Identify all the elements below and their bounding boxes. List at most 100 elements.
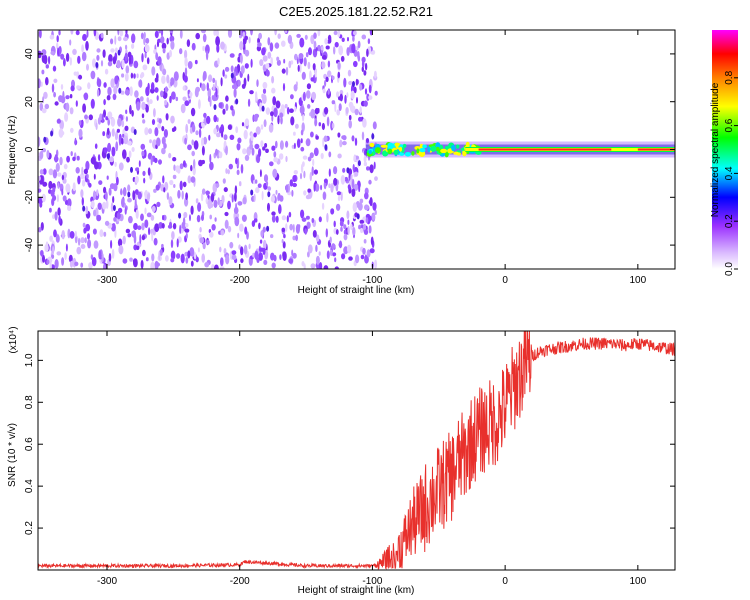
- noise-cell: [70, 85, 75, 92]
- noise-cell: [283, 234, 286, 239]
- noise-cell: [110, 78, 115, 88]
- noise-cell: [70, 30, 74, 35]
- noise-cell: [48, 55, 51, 65]
- noise-cell: [166, 74, 170, 84]
- noise-cell: [106, 175, 109, 180]
- noise-cell: [115, 47, 118, 53]
- noise-cell: [302, 161, 305, 167]
- noise-cell: [224, 219, 229, 229]
- noise-cell: [93, 240, 99, 249]
- noise-cell: [365, 138, 370, 144]
- noise-cell: [85, 40, 89, 51]
- noise-cell: [153, 108, 156, 118]
- noise-cell: [310, 108, 316, 119]
- noise-cell: [337, 132, 341, 138]
- noise-cell: [199, 237, 205, 244]
- noise-cell: [144, 44, 150, 53]
- noise-cell: [106, 127, 110, 136]
- noise-cell: [369, 248, 375, 254]
- noise-cell: [114, 228, 117, 238]
- noise-cell: [51, 214, 56, 220]
- noise-cell: [109, 156, 114, 163]
- noise-cell: [202, 242, 206, 250]
- noise-cell: [129, 104, 132, 115]
- signal-cell: [402, 143, 407, 148]
- signal-cell: [393, 149, 399, 155]
- noise-cell: [161, 125, 165, 132]
- noise-cell: [161, 75, 166, 84]
- noise-cell: [41, 49, 47, 56]
- noise-cell: [50, 51, 55, 55]
- noise-cell: [277, 33, 281, 39]
- noise-cell: [161, 243, 164, 248]
- noise-cell: [343, 229, 347, 235]
- noise-cell: [92, 190, 97, 201]
- signal-cell: [374, 147, 381, 154]
- noise-cell: [96, 189, 99, 197]
- noise-cell: [340, 55, 345, 62]
- noise-cell: [369, 164, 374, 174]
- noise-cell: [207, 88, 212, 99]
- noise-cell: [128, 150, 132, 158]
- noise-cell: [237, 201, 243, 206]
- noise-cell: [374, 176, 378, 182]
- noise-cell: [339, 220, 344, 227]
- noise-cell: [195, 32, 200, 40]
- noise-cell: [327, 60, 331, 68]
- noise-cell: [364, 192, 369, 200]
- noise-cell: [48, 168, 54, 176]
- noise-cell: [127, 197, 132, 203]
- noise-cell: [286, 215, 289, 223]
- signal-cell: [398, 146, 403, 152]
- signal-cell: [399, 152, 405, 156]
- noise-cell: [190, 164, 193, 172]
- noise-cell: [331, 100, 336, 105]
- noise-cell: [139, 96, 144, 102]
- noise-cell: [338, 45, 344, 56]
- noise-cell: [60, 95, 66, 104]
- x-tick-label: -100: [362, 275, 382, 286]
- noise-cell: [131, 110, 134, 117]
- noise-cell: [322, 191, 327, 200]
- noise-cell: [148, 128, 153, 135]
- noise-cell: [190, 260, 194, 267]
- noise-cell: [95, 62, 99, 68]
- noise-cell: [228, 163, 233, 170]
- colorbar-tick-label: 0.6: [724, 118, 735, 132]
- noise-cell: [128, 55, 132, 65]
- noise-cell: [41, 193, 46, 203]
- noise-cell: [85, 223, 91, 232]
- noise-cell: [291, 249, 294, 257]
- noise-cell: [300, 138, 303, 144]
- noise-cell: [97, 202, 102, 210]
- snr-y-multiplier: (x10⁴): [8, 326, 19, 353]
- noise-cell: [300, 129, 304, 136]
- noise-cell: [281, 215, 287, 221]
- noise-cell: [169, 35, 175, 43]
- noise-cell: [231, 108, 235, 117]
- noise-cell: [97, 154, 101, 162]
- noise-cell: [121, 120, 125, 128]
- noise-cell: [307, 156, 312, 162]
- noise-cell: [179, 48, 183, 55]
- spectrogram-y-axis-label: Frequency (Hz): [7, 116, 18, 185]
- noise-cell: [145, 86, 150, 97]
- noise-cell: [209, 161, 214, 171]
- noise-cell: [347, 219, 350, 225]
- noise-cell: [213, 114, 217, 123]
- noise-cell: [43, 91, 48, 99]
- noise-cell: [313, 147, 319, 157]
- noise-cell: [144, 52, 147, 59]
- noise-cell: [357, 51, 360, 60]
- noise-cell: [122, 235, 126, 245]
- noise-cell: [141, 150, 145, 157]
- noise-cell: [150, 261, 155, 269]
- noise-cell: [323, 135, 328, 143]
- noise-cell: [154, 127, 159, 137]
- signal-cell: [416, 148, 420, 154]
- noise-cell: [87, 239, 92, 249]
- noise-cell: [82, 205, 86, 212]
- noise-cell: [338, 103, 342, 111]
- noise-cell: [75, 30, 80, 36]
- noise-cell: [67, 198, 72, 208]
